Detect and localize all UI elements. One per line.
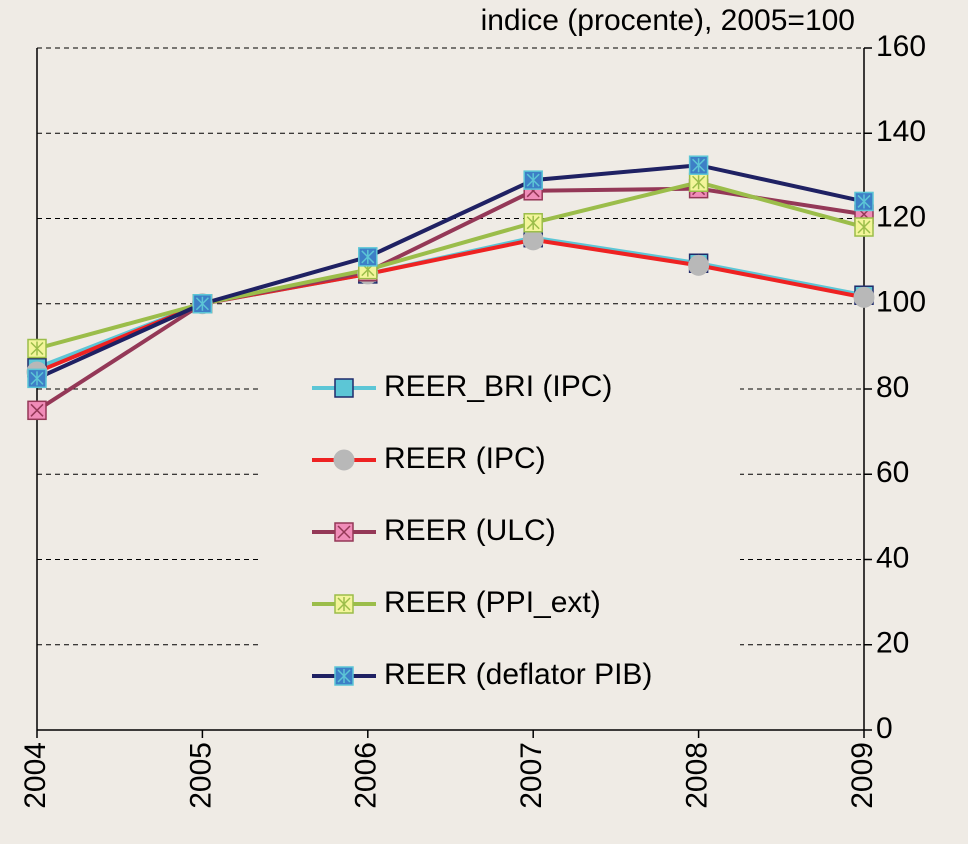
legend-label: REER (PPI_ext) [384,586,601,619]
x-tick-label: 2005 [184,742,217,809]
marker [854,191,874,212]
marker-shape [333,449,355,471]
marker-stroke [337,525,351,539]
legend-label: REER (IPC) [384,442,546,475]
marker [523,213,543,233]
x-tick-label: 2009 [846,742,879,809]
marker [333,449,355,471]
series-line [36,163,865,381]
marker [358,247,378,267]
legend-label: REER (ULC) [384,514,556,547]
x-tick-label: 2004 [19,742,52,809]
y-tick-label: 140 [876,115,926,148]
marker [334,522,354,542]
x-tick-label: 2006 [350,742,383,809]
x-tick-label: 2007 [515,742,548,809]
marker-shape [688,254,710,276]
marker-stroke [30,403,44,417]
marker [27,368,47,389]
chart-title: indice (procente), 2005=100 [481,4,855,37]
y-tick-label: 100 [876,286,926,319]
marker-shape [522,229,544,251]
marker [334,666,354,686]
marker [853,286,875,308]
y-tick-label: 120 [876,200,926,233]
marker [27,400,47,421]
y-tick-label: 0 [876,712,893,745]
marker [688,172,709,193]
marker [522,229,544,251]
marker [688,155,709,175]
y-tick-label: 160 [876,30,926,63]
marker [334,594,354,614]
marker [27,338,47,359]
y-tick-label: 40 [876,541,909,574]
marker [688,254,710,276]
marker [192,294,213,314]
x-tick-label: 2008 [681,742,714,809]
series-line [36,180,865,351]
marker [523,170,543,190]
y-tick-label: 60 [876,456,909,489]
marker-shape [853,286,875,308]
series-line [35,186,865,412]
marker [334,378,354,398]
y-tick-label: 20 [876,627,909,660]
series-line [36,237,865,374]
y-tick-label: 80 [876,371,909,404]
legend-label: REER (deflator PIB) [384,658,652,691]
legend-label: REER_BRI (IPC) [384,370,612,403]
marker [854,217,874,237]
